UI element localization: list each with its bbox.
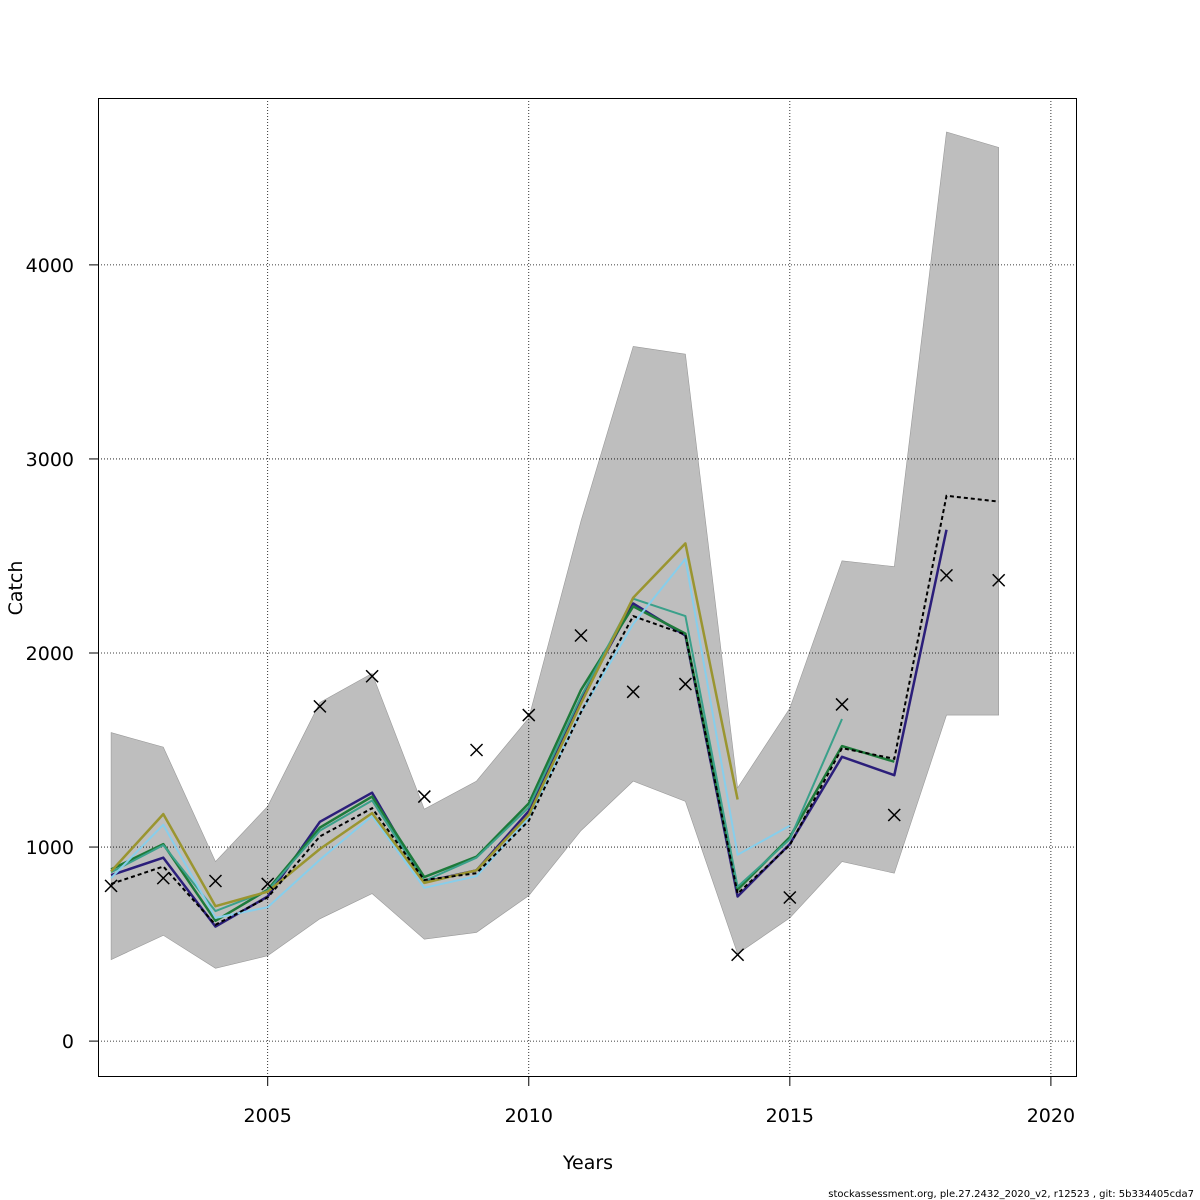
series-line-layer — [110, 494, 999, 928]
observed-catch-point — [522, 708, 536, 722]
y-tick-label: 0 — [62, 1031, 74, 1053]
observed-catch-point — [313, 699, 327, 713]
y-tick-label: 2000 — [26, 643, 74, 665]
retro-series-line — [110, 597, 843, 913]
y-tick-label: 4000 — [26, 255, 74, 277]
y-axis: 0 1000 2000 3000 4000 — [26, 255, 98, 1053]
plot-frame — [98, 98, 1077, 1077]
retro-series-line — [110, 529, 948, 928]
observed-catch-point — [939, 568, 953, 582]
estimated-catch-line — [110, 494, 999, 926]
observed-catch-point — [156, 871, 170, 885]
y-tick-label: 3000 — [26, 449, 74, 471]
observed-catch-point — [365, 669, 379, 683]
observed-catch-point — [992, 573, 1006, 587]
observed-catch-point — [470, 743, 484, 757]
observed-catch-point — [574, 628, 588, 643]
footer-note: stockassessment.org, ple.27.2432_2020_v2… — [828, 1189, 1194, 1200]
observed-point-layer — [104, 568, 1006, 962]
retro-series-line — [110, 557, 791, 919]
x-tick-label: 2005 — [244, 1105, 292, 1127]
confidence-band-layer — [110, 131, 1000, 969]
observed-catch-point — [887, 808, 901, 822]
x-tick-label: 2015 — [766, 1105, 814, 1127]
observed-catch-point — [208, 874, 223, 888]
y-axis-title: Catch — [5, 561, 27, 616]
y-tick-label: 1000 — [26, 837, 74, 859]
x-axis-title: Years — [562, 1152, 613, 1174]
observed-catch-point — [104, 879, 118, 893]
confidence-band — [110, 131, 1000, 969]
observed-catch-point — [626, 685, 640, 699]
observed-catch-point — [261, 877, 275, 891]
observed-catch-point — [678, 677, 692, 691]
observed-catch-point — [731, 948, 745, 962]
observed-catch-point — [835, 697, 849, 711]
observed-catch-point — [783, 890, 797, 905]
grid-layer — [98, 98, 1077, 1077]
x-tick-label: 2010 — [505, 1105, 553, 1127]
observed-catch-point — [417, 790, 431, 804]
retro-series-line — [110, 542, 739, 908]
x-axis: 2005 2010 2015 2020 — [244, 1077, 1075, 1127]
x-tick-label: 2020 — [1027, 1105, 1075, 1127]
